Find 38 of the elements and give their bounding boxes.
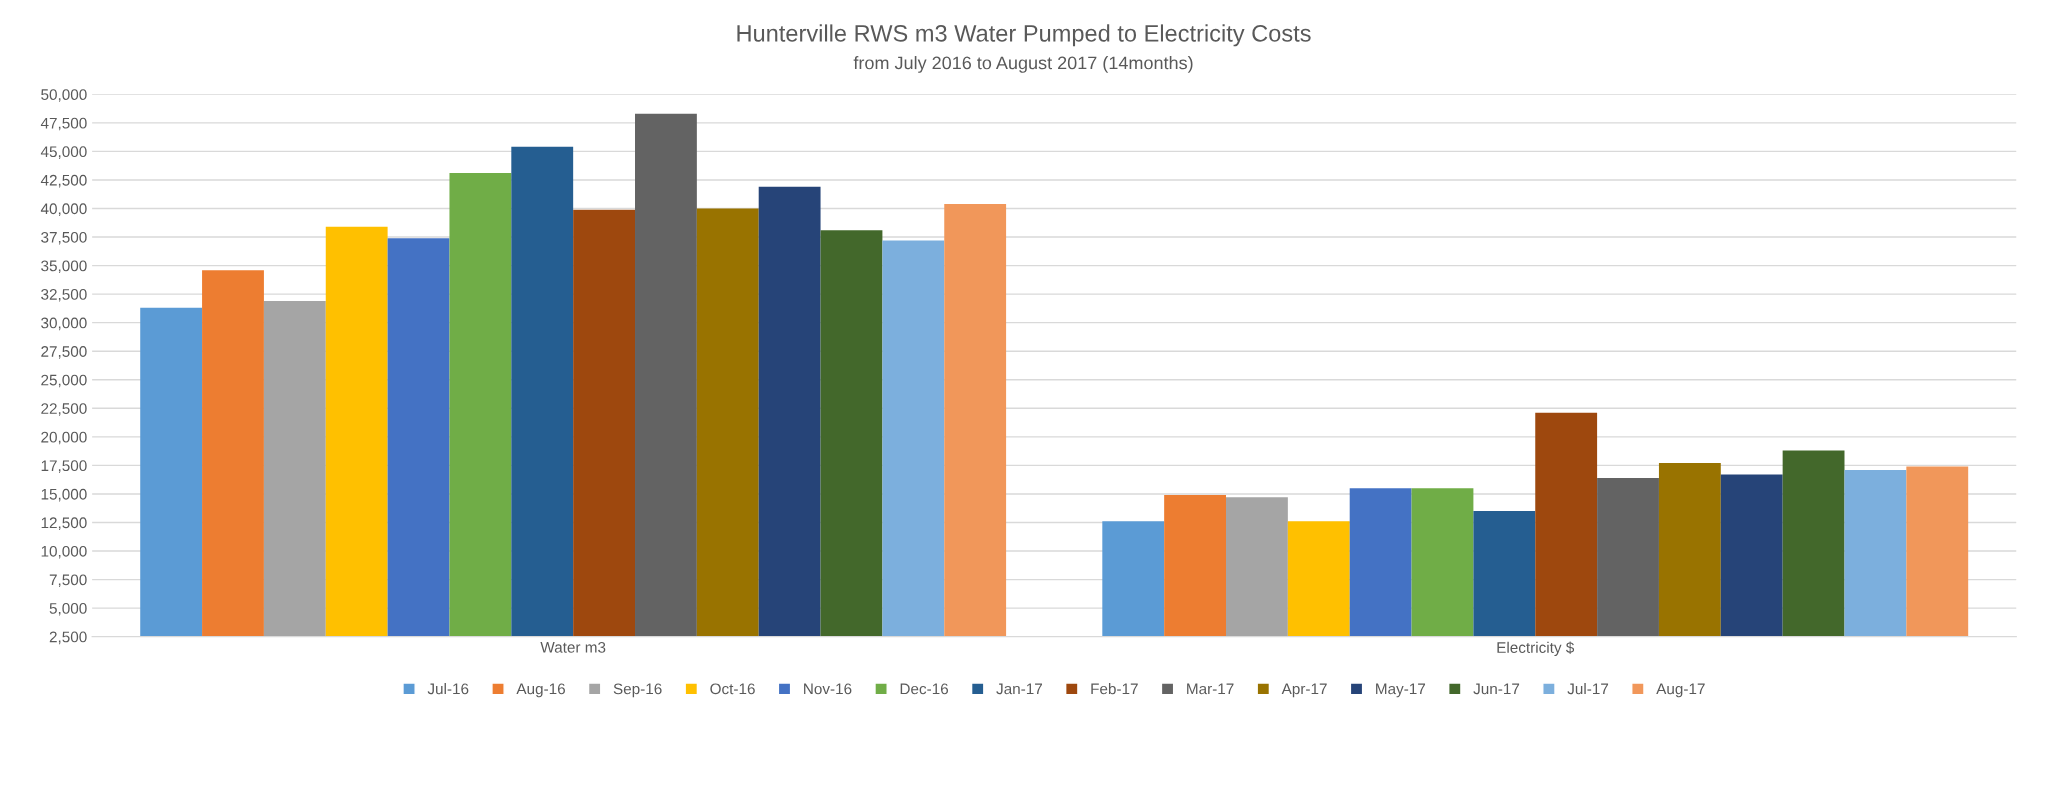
legend-label: Jan-17	[996, 683, 1042, 695]
legend-label: Oct-16	[710, 683, 755, 695]
chart-title: Hunterville RWS m3 Water Pumped to Electricity Costs	[737, 24, 1311, 47]
legend-label: Jul-17	[1567, 683, 1609, 695]
y-tick-label: 32,500	[41, 289, 87, 302]
y-tick-label: 22,500	[41, 403, 87, 416]
legend-label: Aug-17	[1656, 683, 1705, 698]
y-tick-label: 42,500	[40, 174, 87, 188]
y-tick-label: 7,500	[49, 574, 87, 588]
y-tick-label: 10,000	[41, 545, 87, 559]
x-tick-label: Electricity $	[1497, 641, 1575, 656]
legend-label: Jun-17	[1473, 683, 1520, 695]
y-tick-label: 45,000	[40, 146, 87, 159]
legend-label: Sep-16	[613, 683, 662, 698]
y-tick-label: 17,500	[41, 460, 87, 473]
y-tick-label: 25,000	[41, 374, 87, 388]
y-tick-label: 30,000	[41, 317, 87, 331]
legend-label: Apr-17	[1281, 683, 1327, 698]
legend-label: Aug-16	[516, 683, 565, 698]
y-tick-label: 47,500	[40, 117, 87, 131]
y-tick-label: 35,000	[41, 260, 87, 274]
legend-label: Feb-17	[1091, 683, 1138, 695]
legend-label: Jul-16	[427, 683, 469, 695]
legend-label: Dec-16	[900, 683, 949, 695]
legend-label: Nov-16	[804, 683, 852, 695]
y-tick-label: 40,000	[40, 203, 87, 216]
y-tick-label: 12,500	[41, 517, 87, 530]
y-tick-label: 27,500	[41, 346, 87, 359]
y-tick-label: 20,000	[41, 431, 87, 445]
y-tick-label: 50,000	[41, 89, 87, 102]
x-tick-label: Water m3	[540, 641, 606, 653]
y-tick-label: 37,500	[41, 231, 87, 245]
y-tick-label: 5,000	[49, 602, 87, 616]
chart-subtitle: from July 2016 to August 2017 (14months)	[853, 56, 1193, 73]
y-tick-label: 2,500	[49, 631, 87, 645]
y-tick-label: 15,000	[41, 488, 87, 502]
legend-label: Mar-17	[1187, 683, 1234, 695]
legend-label: May-17	[1376, 683, 1426, 698]
